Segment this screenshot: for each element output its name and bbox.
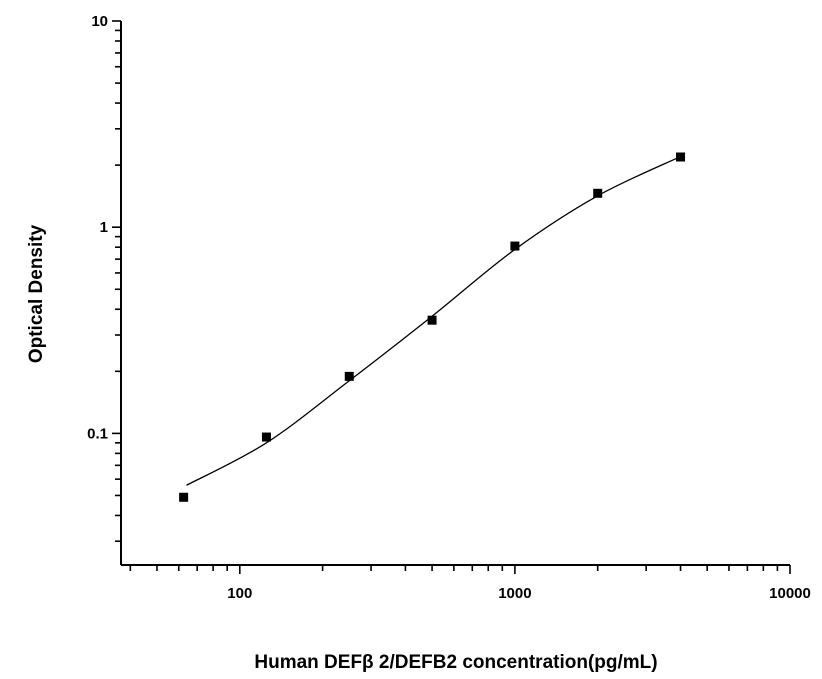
- y-tick-label: 0.1: [87, 425, 108, 442]
- y-tick-label: 1: [100, 219, 108, 236]
- x-tick-label: 1000: [498, 585, 531, 602]
- y-axis-title: Optical Density: [26, 224, 47, 363]
- x-tick-label: 10000: [769, 585, 811, 602]
- x-axis-title: Human DEFβ 2/DEFB2 concentration(pg/mL): [254, 652, 657, 673]
- data-point: [510, 241, 520, 251]
- data-point: [676, 152, 686, 162]
- data-point: [593, 188, 603, 198]
- data-point: [261, 432, 271, 442]
- x-tick-label: 100: [227, 585, 252, 602]
- data-point: [427, 315, 437, 325]
- y-tick-label: 10: [91, 13, 108, 30]
- data-point: [344, 371, 354, 381]
- data-point: [179, 492, 189, 502]
- axes: [112, 20, 791, 574]
- data-points: [179, 152, 686, 502]
